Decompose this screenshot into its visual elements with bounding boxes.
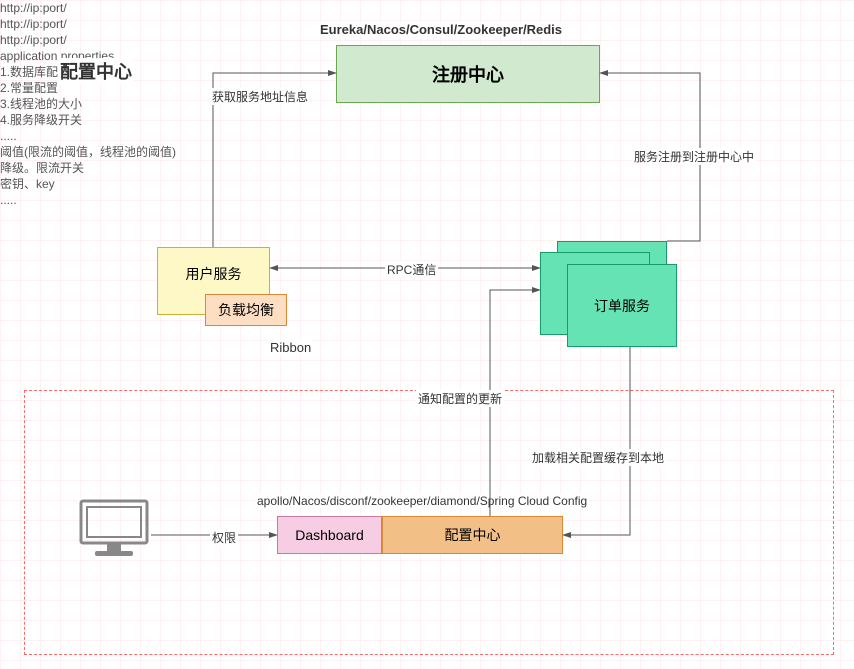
dashboard-node: Dashboard <box>277 516 382 554</box>
config-solutions-label: apollo/Nacos/disconf/zookeeper/diamond/S… <box>255 494 589 508</box>
edge-label-e2: 服务注册到注册中心中 <box>632 148 756 165</box>
order-service-label: 订单服务 <box>594 296 650 316</box>
user-service-label: 用户服务 <box>186 264 242 284</box>
edge-label-e4: 加载相关配置缓存到本地 <box>530 449 666 466</box>
edge-label-e6: 权限 <box>210 529 238 546</box>
config-center-label: 配置中心 <box>445 525 501 545</box>
left-title: 配置中心 <box>58 58 134 84</box>
diagram-canvas: Eureka/Nacos/Consul/Zookeeper/Redis 配置中心… <box>0 0 854 669</box>
order-service-node: 订单服务 <box>567 264 677 347</box>
edge-label-e1: 获取服务地址信息 <box>210 88 310 105</box>
computer-icon <box>77 497 151 561</box>
ribbon-label: Ribbon <box>268 340 313 355</box>
edge-label-e5: 通知配置的更新 <box>416 390 504 407</box>
load-balance-label: 负载均衡 <box>218 300 274 320</box>
top-title: Eureka/Nacos/Consul/Zookeeper/Redis <box>318 22 564 37</box>
edge-label-e3: RPC通信 <box>385 261 438 278</box>
dashboard-label: Dashboard <box>295 527 364 543</box>
load-balance-node: 负载均衡 <box>205 294 287 326</box>
registry-node: 注册中心 <box>336 45 600 103</box>
config-center-node: 配置中心 <box>382 516 563 554</box>
registry-label: 注册中心 <box>432 61 504 87</box>
